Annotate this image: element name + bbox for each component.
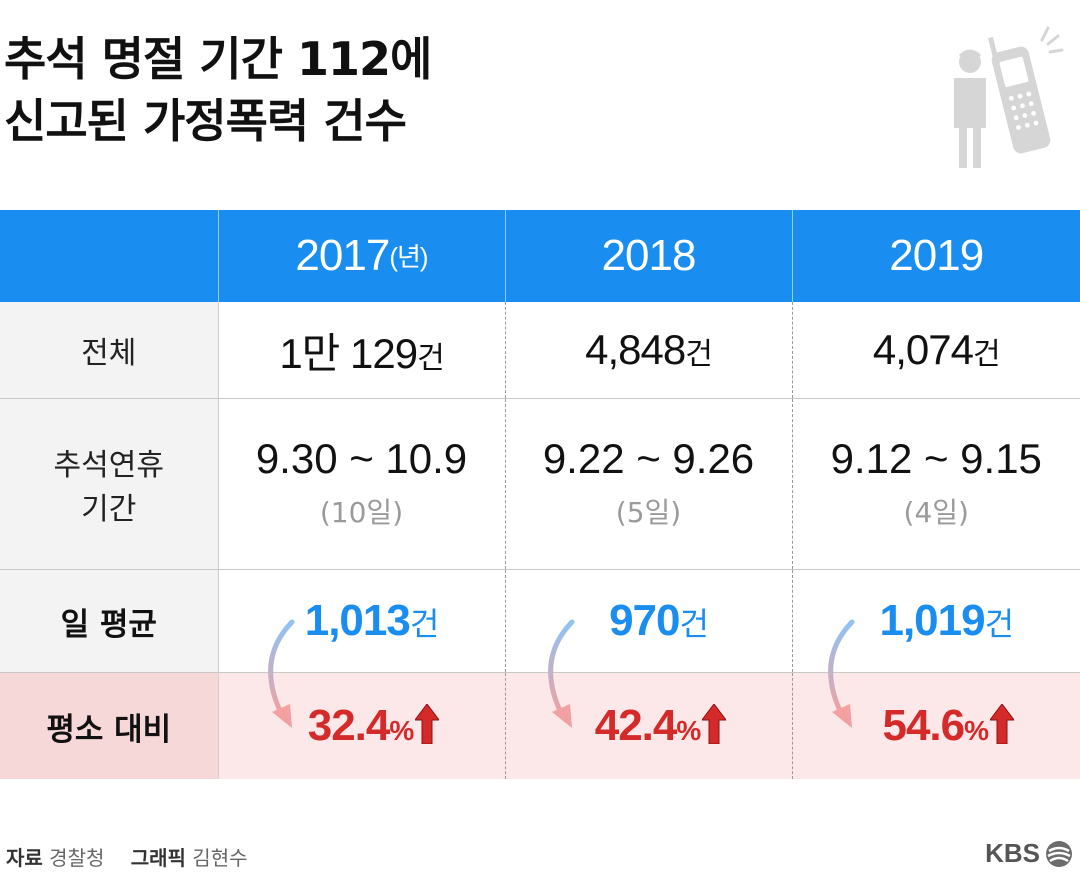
ratio-unit: % [964, 715, 989, 746]
header-2019: 2019 [791, 210, 1080, 302]
person-with-phone-illustration [954, 26, 1064, 168]
period-2018: 9.22 ~ 9.26 (5일) [504, 398, 792, 570]
ratio-value: 42.4 [594, 701, 678, 750]
title-line-2: 신고된 가정폭력 건수 [4, 94, 407, 148]
header-year: 2018 [601, 231, 697, 280]
total-unit: 건 [685, 338, 713, 371]
avg-2018: 970건 [504, 569, 792, 673]
header-2018: 2018 [504, 210, 792, 302]
row-label-daily-average: 일 평균 [0, 569, 219, 673]
header-year-suffix: (년) [389, 242, 428, 272]
avg-value: 970 [609, 596, 680, 645]
kbs-logo: KBS [985, 838, 1074, 869]
table-row-vs-normal: 평소 대비 32.4% 42.4% 54.6% [0, 672, 1080, 779]
period-range: 9.30 ~ 10.9 [255, 435, 468, 482]
period-label-line-2: 기간 [81, 492, 137, 527]
avg-2019: 1,019건 [791, 569, 1080, 673]
up-arrow-icon [990, 704, 1015, 744]
ratio-value: 54.6 [882, 701, 965, 750]
avg-value: 1,013 [304, 596, 411, 645]
avg-value: 1,019 [879, 596, 985, 645]
header-2017: 2017(년) [217, 210, 505, 302]
avg-2017: 1,013건 [218, 569, 505, 673]
total-unit: 건 [417, 341, 445, 375]
row-label-total: 전체 [0, 302, 219, 399]
period-2017: 9.30 ~ 10.9 (10일) [218, 398, 505, 570]
period-2019: 9.12 ~ 9.15 (4일) [791, 398, 1080, 570]
source-value: 경찰청 [49, 846, 105, 870]
period-days: (4일) [903, 496, 969, 529]
avg-unit: 건 [409, 606, 439, 642]
title-line-1: 추석 명절 기간 112에 [4, 32, 432, 86]
ratio-unit: % [389, 715, 414, 746]
table-row-period: 추석연휴 기간 9.30 ~ 10.9 (10일) 9.22 ~ 9.26 (5… [0, 398, 1080, 570]
total-unit: 건 [973, 338, 1001, 371]
table-row-total: 전체 1만 129건 4,848건 4,074건 [0, 302, 1080, 399]
avg-unit: 건 [984, 606, 1014, 642]
period-days: (5일) [615, 496, 682, 529]
domestic-violence-table: 2017(년) 2018 2019 전체 1만 129건 4,848건 4,07… [0, 210, 1080, 779]
header-year: 2017 [295, 231, 390, 280]
kbs-logo-text: KBS [985, 838, 1040, 868]
footer-credits: 자료 경찰청 그래픽 김현수 [6, 842, 268, 871]
row-label-vs-normal: 평소 대비 [0, 672, 219, 779]
row-label-period: 추석연휴 기간 [0, 398, 219, 570]
period-days: (10일) [319, 496, 404, 529]
period-label-line-1: 추석연휴 [53, 448, 164, 483]
ratio-unit: % [676, 715, 701, 746]
ratio-2018: 42.4% [504, 672, 792, 779]
avg-unit: 건 [679, 606, 708, 642]
header-year: 2019 [889, 231, 984, 280]
total-value: 4,848 [585, 326, 686, 373]
graphic-key: 그래픽 [130, 846, 186, 870]
total-value: 1만 129 [279, 329, 418, 377]
up-arrow-icon [702, 704, 727, 744]
header-corner [0, 210, 218, 302]
table-header-row: 2017(년) 2018 2019 [0, 210, 1080, 302]
ratio-value: 32.4 [307, 701, 391, 750]
kbs-logo-icon [1046, 840, 1072, 867]
ratio-2019: 54.6% [791, 672, 1080, 779]
period-range: 9.12 ~ 9.15 [830, 435, 1042, 482]
mobile-phone-icon [988, 26, 1064, 154]
total-2019: 4,074건 [791, 302, 1080, 399]
ratio-2017: 32.4% [218, 672, 505, 779]
total-2018: 4,848건 [504, 302, 792, 399]
person-icon [954, 49, 986, 168]
up-arrow-icon [415, 704, 440, 744]
graphic-value: 김현수 [192, 846, 248, 870]
source-key: 자료 [6, 846, 43, 870]
table-row-daily-average: 일 평균 1,013건 970건 1,019건 [0, 569, 1080, 673]
total-2017: 1만 129건 [218, 302, 505, 399]
total-value: 4,074 [872, 326, 974, 373]
period-range: 9.22 ~ 9.26 [542, 435, 755, 482]
page-title: 추석 명절 기간 112에 신고된 가정폭력 건수 [4, 28, 432, 152]
